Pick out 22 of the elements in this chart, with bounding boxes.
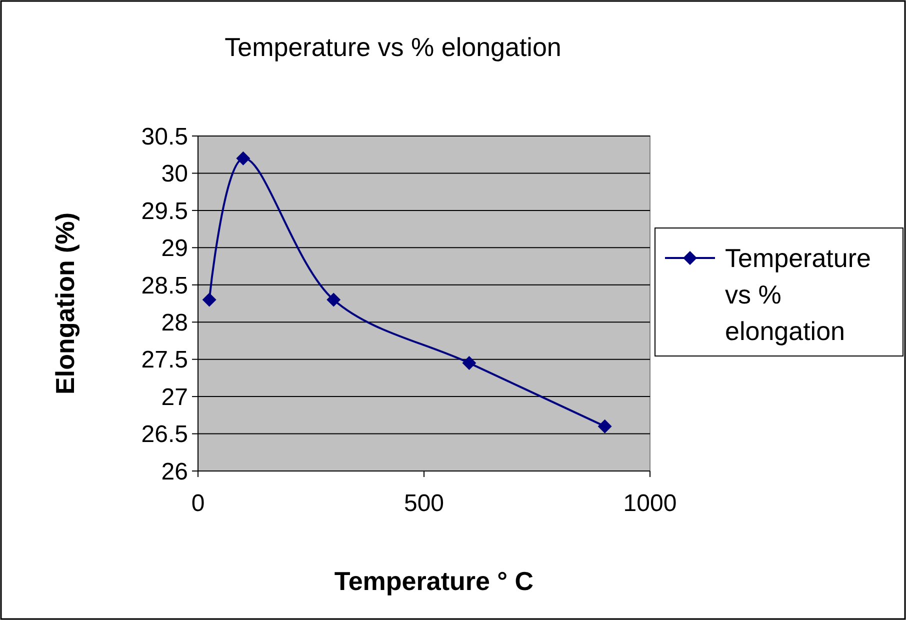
chart-title: Temperature vs % elongation (224, 32, 562, 62)
y-tick-label: 26 (161, 458, 188, 486)
y-tick-label: 29.5 (141, 198, 188, 225)
y-tick-label: 28 (161, 310, 188, 337)
y-tick-label: 26.5 (141, 421, 188, 448)
y-tick-label: 27 (161, 384, 188, 411)
x-axis-title: Temperature ° C (334, 566, 534, 596)
y-tick-label: 28.5 (141, 272, 188, 300)
x-tick-label: 1000 (623, 490, 677, 517)
point (202, 292, 216, 307)
point (326, 292, 341, 307)
y-tick-label: 30.5 (141, 123, 188, 150)
legend-label: Temperature vs % elongation (725, 243, 871, 346)
point (462, 356, 476, 370)
y-tick-label: 27.5 (141, 346, 188, 374)
y-axis-title: Elongation (%) (50, 212, 80, 394)
y-tick-label: 30 (161, 160, 188, 188)
y-tick-label: 29 (161, 235, 188, 262)
point (598, 419, 612, 434)
point (236, 151, 250, 166)
x-tick-label: 0 (191, 490, 205, 517)
x-tick-label: 500 (404, 490, 444, 517)
